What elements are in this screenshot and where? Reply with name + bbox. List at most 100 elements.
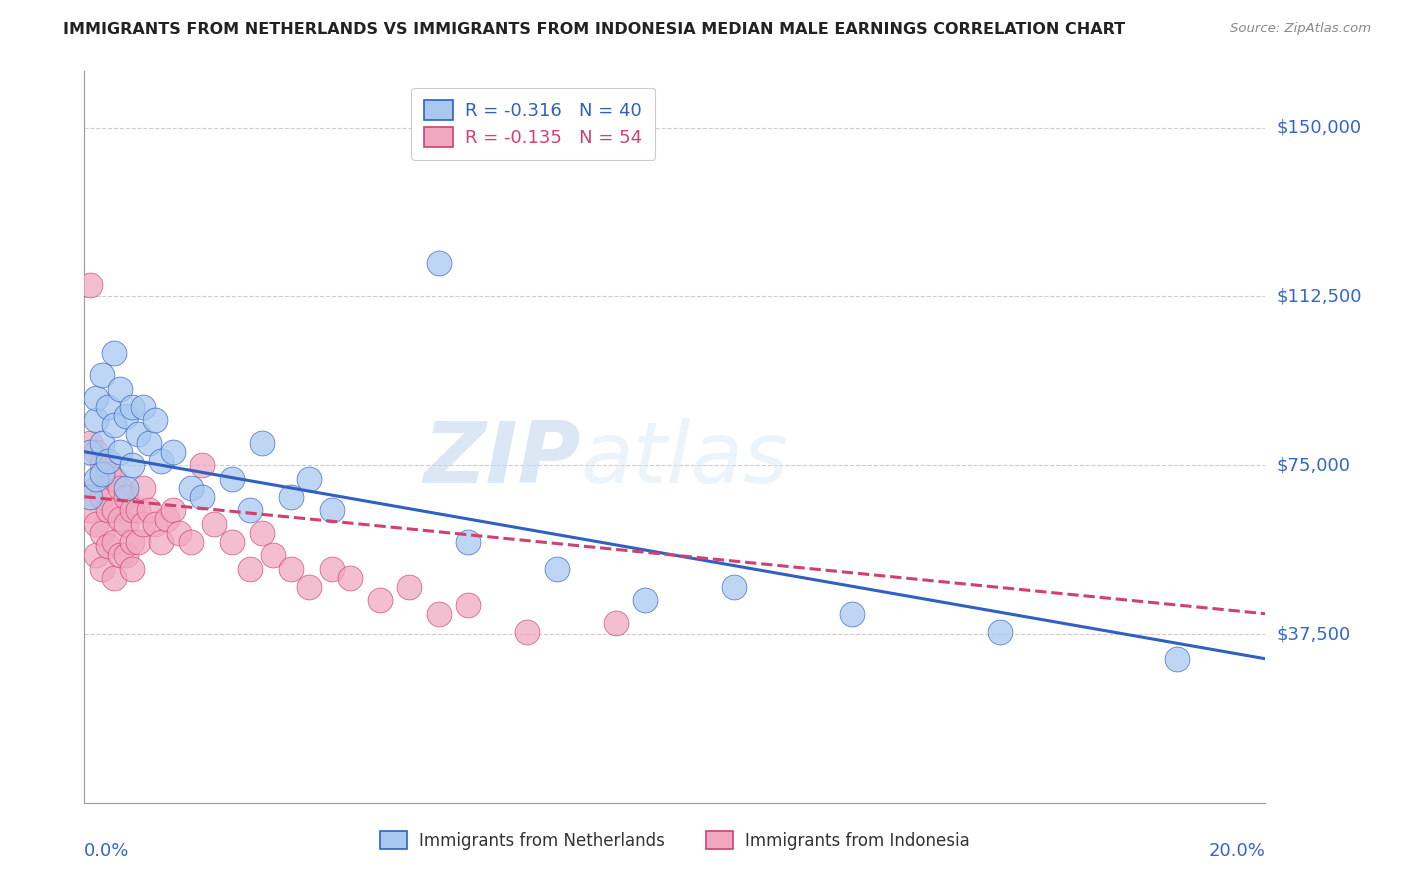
Text: 0.0%: 0.0%	[84, 842, 129, 860]
Point	[132, 516, 155, 531]
Legend: Immigrants from Netherlands, Immigrants from Indonesia: Immigrants from Netherlands, Immigrants …	[374, 824, 976, 856]
Point	[250, 435, 273, 450]
Point	[121, 458, 143, 473]
Point	[79, 444, 101, 458]
Point	[103, 417, 125, 432]
Point	[127, 503, 149, 517]
Point	[605, 615, 627, 630]
Point	[298, 472, 321, 486]
Point	[84, 548, 107, 562]
Point	[91, 458, 114, 473]
Point	[97, 400, 120, 414]
Point	[202, 516, 225, 531]
Point	[239, 503, 262, 517]
Point	[108, 382, 131, 396]
Point	[427, 255, 450, 269]
Text: Source: ZipAtlas.com: Source: ZipAtlas.com	[1230, 22, 1371, 36]
Point	[121, 562, 143, 576]
Point	[127, 426, 149, 441]
Point	[84, 444, 107, 458]
Point	[239, 562, 262, 576]
Point	[221, 472, 243, 486]
Point	[103, 503, 125, 517]
Text: 20.0%: 20.0%	[1209, 842, 1265, 860]
Point	[84, 516, 107, 531]
Point	[91, 435, 114, 450]
Point	[162, 444, 184, 458]
Point	[97, 503, 120, 517]
Point	[91, 368, 114, 383]
Point	[114, 548, 136, 562]
Point	[457, 534, 479, 549]
Point	[132, 400, 155, 414]
Point	[121, 503, 143, 517]
Point	[84, 391, 107, 405]
Point	[841, 607, 863, 621]
Point	[143, 413, 166, 427]
Point	[398, 580, 420, 594]
Point	[97, 467, 120, 482]
Point	[108, 512, 131, 526]
Point	[114, 409, 136, 423]
Point	[114, 490, 136, 504]
Point	[79, 278, 101, 293]
Point	[84, 472, 107, 486]
Point	[91, 490, 114, 504]
Point	[103, 345, 125, 359]
Point	[127, 534, 149, 549]
Point	[150, 534, 173, 549]
Point	[84, 481, 107, 495]
Point	[221, 534, 243, 549]
Point	[138, 435, 160, 450]
Point	[250, 525, 273, 540]
Point	[427, 607, 450, 621]
Point	[167, 525, 190, 540]
Point	[280, 490, 302, 504]
Text: $37,500: $37,500	[1277, 625, 1351, 643]
Point	[321, 562, 343, 576]
Point	[91, 525, 114, 540]
Point	[723, 580, 745, 594]
Point	[634, 593, 657, 607]
Point	[114, 516, 136, 531]
Point	[156, 512, 179, 526]
Point	[103, 534, 125, 549]
Point	[108, 548, 131, 562]
Text: atlas: atlas	[581, 417, 789, 500]
Point	[368, 593, 391, 607]
Text: IMMIGRANTS FROM NETHERLANDS VS IMMIGRANTS FROM INDONESIA MEDIAN MALE EARNINGS CO: IMMIGRANTS FROM NETHERLANDS VS IMMIGRANT…	[63, 22, 1125, 37]
Point	[91, 467, 114, 482]
Point	[114, 481, 136, 495]
Point	[298, 580, 321, 594]
Point	[103, 472, 125, 486]
Point	[162, 503, 184, 517]
Point	[339, 571, 361, 585]
Point	[1166, 652, 1188, 666]
Point	[262, 548, 284, 562]
Text: $112,500: $112,500	[1277, 287, 1362, 305]
Point	[150, 453, 173, 467]
Point	[988, 624, 1011, 639]
Point	[143, 516, 166, 531]
Point	[191, 490, 214, 504]
Text: $150,000: $150,000	[1277, 119, 1361, 136]
Point	[516, 624, 538, 639]
Point	[79, 503, 101, 517]
Point	[280, 562, 302, 576]
Point	[121, 534, 143, 549]
Point	[108, 481, 131, 495]
Point	[79, 490, 101, 504]
Point	[191, 458, 214, 473]
Text: $75,000: $75,000	[1277, 456, 1351, 475]
Point	[97, 539, 120, 553]
Point	[180, 534, 202, 549]
Text: ZIP: ZIP	[423, 417, 581, 500]
Point	[138, 503, 160, 517]
Point	[84, 413, 107, 427]
Point	[546, 562, 568, 576]
Point	[132, 481, 155, 495]
Point	[91, 562, 114, 576]
Point	[79, 435, 101, 450]
Point	[108, 444, 131, 458]
Point	[321, 503, 343, 517]
